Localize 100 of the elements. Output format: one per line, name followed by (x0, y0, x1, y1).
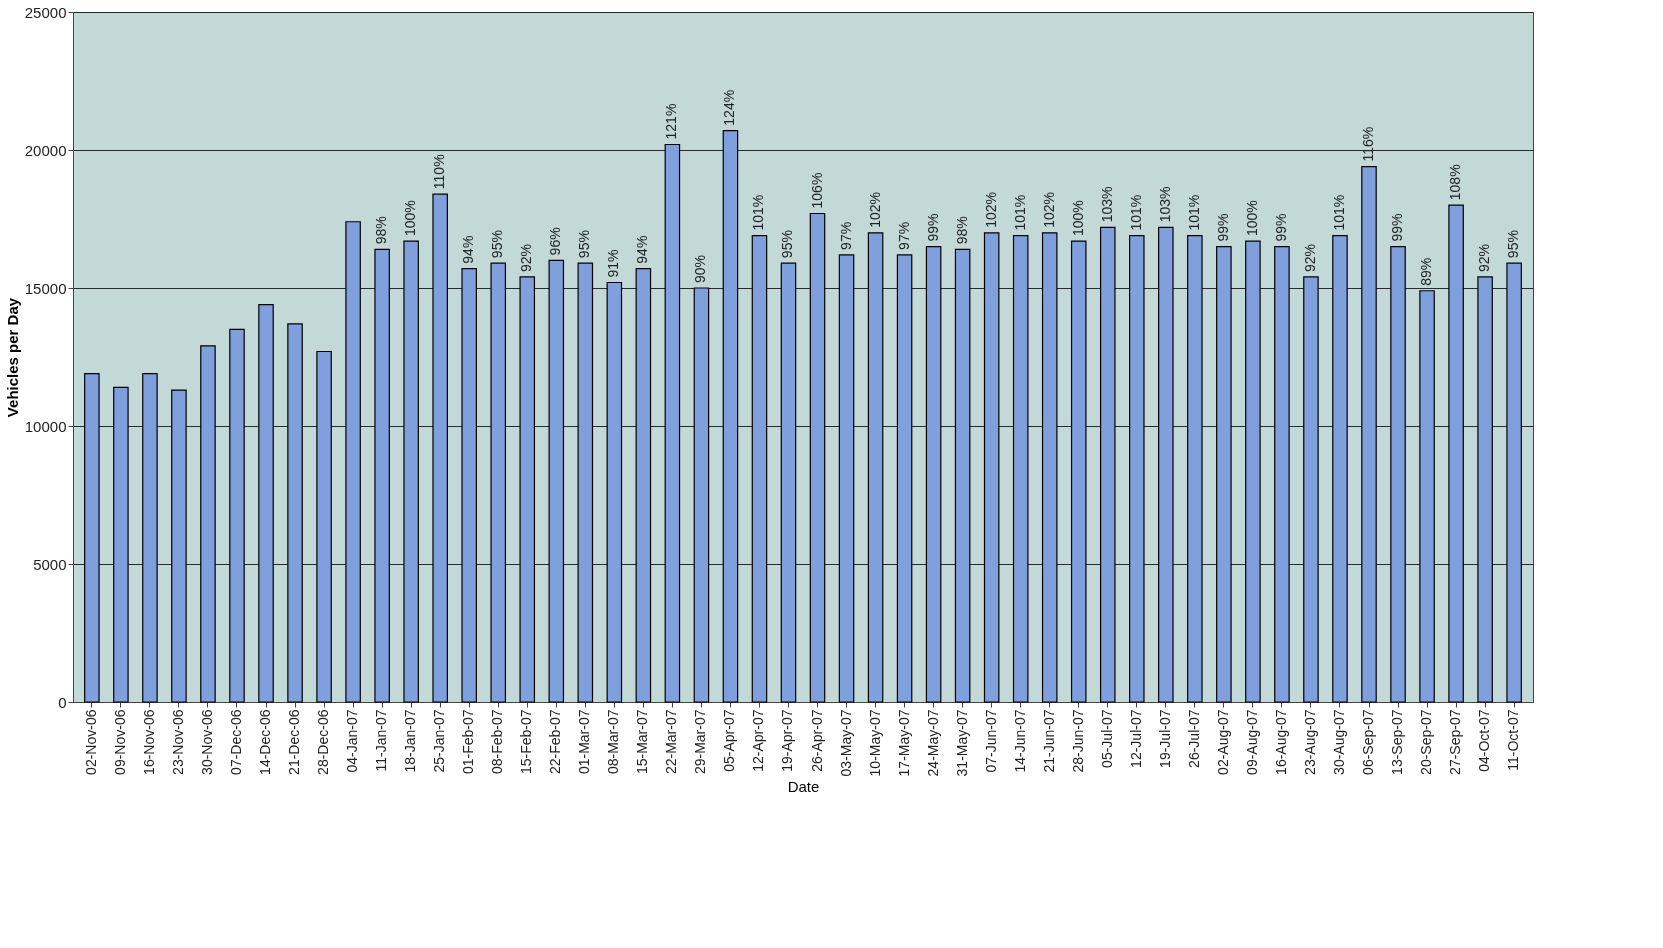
x-tick-label: 14-Dec-06 (257, 709, 274, 775)
bar (983, 232, 1000, 703)
bar (577, 262, 594, 703)
annotation: 95% (779, 230, 796, 259)
x-tick-label: 31-May-07 (953, 709, 970, 777)
x-tick-label: 08-Feb-07 (489, 709, 506, 775)
x-tick-label: 28-Dec-06 (315, 709, 332, 775)
x-tick-label: 15-Mar-07 (634, 709, 651, 775)
annotation: 98% (373, 216, 390, 245)
bar (1041, 232, 1058, 703)
bar (113, 386, 129, 703)
x-tick-label: 17-May-07 (895, 709, 912, 777)
annotation: 94% (634, 235, 651, 264)
annotation: 100% (1069, 200, 1086, 237)
y-tick-label: 5000 (33, 555, 67, 573)
bar (432, 193, 448, 703)
annotation: 91% (605, 249, 622, 278)
x-tick-label: 10-May-07 (866, 709, 883, 777)
y-tick-label: 10000 (24, 417, 67, 435)
annotation: 101% (1185, 194, 1202, 231)
x-tick-label: 19-Jul-07 (1156, 709, 1173, 768)
bar (1187, 234, 1203, 703)
annotation: 108% (1447, 164, 1464, 201)
bar (403, 240, 419, 703)
annotation: 89% (1418, 257, 1435, 286)
bar (1070, 240, 1087, 703)
x-tick-label: 07-Jun-07 (982, 709, 999, 773)
bar (316, 350, 332, 703)
x-tick-label: 11-Oct-07 (1505, 709, 1522, 771)
x-tick-label: 20-Sep-07 (1418, 709, 1435, 775)
annotation: 101% (750, 194, 767, 231)
x-tick-label: 23-Nov-06 (169, 709, 186, 775)
annotation: 95% (489, 230, 506, 259)
bar (1216, 246, 1232, 703)
annotation: 94% (460, 235, 477, 264)
annotation: 96% (547, 227, 564, 256)
x-tick-label: 23-Aug-07 (1301, 709, 1318, 775)
y-tick-label: 25000 (24, 3, 67, 21)
annotation: 90% (692, 254, 709, 283)
bar (751, 234, 768, 703)
x-tick-label: 14-Jun-07 (1011, 709, 1028, 773)
annotation: 121% (663, 103, 680, 140)
x-tick-label: 26-Jul-07 (1185, 709, 1202, 768)
annotation: 103% (1156, 186, 1173, 223)
bar (1390, 246, 1406, 703)
x-tick-label: 03-May-07 (837, 709, 854, 777)
x-tick-label: 18-Jan-07 (402, 709, 419, 773)
x-tick-label: 04-Jan-07 (344, 709, 361, 773)
bar (1129, 234, 1145, 703)
y-tick-label: 20000 (24, 141, 67, 159)
x-tick-label: 28-Jun-07 (1069, 709, 1086, 773)
x-tick-label: 30-Nov-06 (198, 709, 215, 775)
bar (461, 268, 477, 703)
x-tick-label: 01-Mar-07 (576, 709, 593, 775)
bar (258, 303, 274, 703)
annotation: 103% (1098, 186, 1115, 223)
bar (287, 323, 303, 703)
annotation: 101% (1127, 194, 1144, 231)
x-tick-label: 05-Jul-07 (1098, 709, 1115, 768)
x-tick-label: 02-Nov-06 (82, 709, 99, 775)
annotation: 95% (576, 230, 593, 259)
annotation: 95% (1505, 230, 1522, 259)
x-tick-label: 04-Oct-07 (1476, 709, 1493, 772)
bar (1332, 234, 1348, 703)
annotation: 106% (808, 172, 825, 209)
x-tick-label: 19-Apr-07 (779, 709, 796, 772)
bar (200, 345, 216, 703)
bar (606, 281, 623, 703)
bar (345, 221, 361, 703)
annotation: 92% (1476, 243, 1493, 272)
bar (809, 212, 826, 703)
annotation: 98% (953, 216, 970, 245)
bar (1361, 165, 1377, 703)
bar (693, 287, 710, 703)
bar (490, 262, 507, 703)
annotation: 101% (1330, 194, 1347, 231)
bar (1245, 240, 1261, 703)
x-tick-label: 09-Nov-06 (111, 709, 128, 775)
x-tick-label: 26-Apr-07 (808, 709, 825, 772)
bar (896, 254, 913, 703)
x-tick-label: 22-Mar-07 (663, 709, 680, 775)
bar (722, 130, 739, 703)
annotation: 97% (895, 221, 912, 250)
x-tick-label: 12-Jul-07 (1127, 709, 1144, 768)
x-tick-label: 30-Aug-07 (1330, 709, 1347, 775)
annotation: 102% (866, 191, 883, 228)
bar (1158, 226, 1174, 703)
x-tick-label: 12-Apr-07 (750, 709, 767, 772)
annotation: 102% (982, 191, 999, 228)
bar (1274, 246, 1290, 703)
y-axis-title: Vehicles per Day (3, 297, 21, 418)
x-tick-label: 13-Sep-07 (1389, 709, 1406, 775)
annotation: 97% (837, 221, 854, 250)
x-tick-label: 01-Feb-07 (460, 709, 477, 775)
bar (548, 259, 565, 703)
annotation: 99% (924, 213, 941, 242)
y-tick-label: 0 (58, 693, 67, 711)
annotation: 99% (1214, 213, 1231, 242)
bar (1477, 276, 1493, 703)
annotation: 92% (518, 243, 535, 272)
